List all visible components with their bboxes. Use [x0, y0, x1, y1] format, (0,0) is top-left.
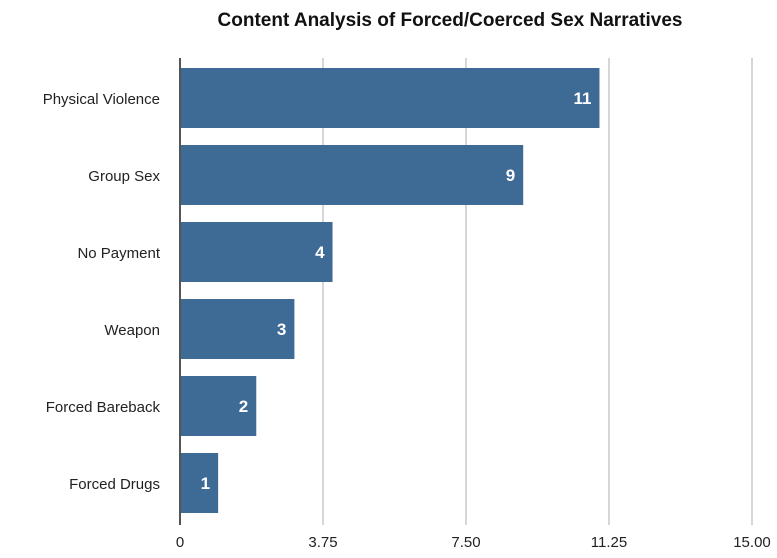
- x-tick-label: 7.50: [451, 534, 480, 551]
- bar: [180, 222, 333, 282]
- bar-layer: [180, 68, 600, 513]
- bar: [180, 299, 295, 359]
- x-tick-label: 11.25: [591, 534, 627, 551]
- category-label: Forced Drugs: [69, 476, 160, 493]
- bar-value-label: 1: [201, 474, 210, 493]
- x-tick-label: 3.75: [308, 534, 337, 551]
- category-label: No Payment: [77, 245, 160, 262]
- bar: [180, 376, 257, 436]
- bar: [180, 68, 600, 128]
- bar-value-label: 3: [277, 320, 286, 339]
- category-label: Weapon: [104, 322, 160, 339]
- bar: [180, 453, 219, 513]
- category-label: Forced Bareback: [46, 399, 161, 416]
- category-label: Physical Violence: [43, 91, 160, 108]
- grid-layer: [322, 58, 753, 525]
- bar-value-label: 11: [573, 89, 591, 108]
- x-tick-label: 15.00: [733, 534, 771, 551]
- axis-layer: 0 3.75 7.50 11.25 15.00 Physical Violence Grou…: [43, 58, 771, 551]
- chart-title: Content Analysis of Forced/Coerced Sex N…: [217, 10, 683, 31]
- bar-value-label: 4: [315, 243, 325, 262]
- label-layer: 11 9 4 3 2 1: [201, 89, 592, 493]
- x-tick-label: 0: [176, 534, 184, 551]
- category-label: Group Sex: [88, 168, 160, 185]
- bar: [180, 145, 524, 205]
- bar-value-label: 9: [506, 166, 515, 185]
- bar-value-label: 2: [239, 397, 248, 416]
